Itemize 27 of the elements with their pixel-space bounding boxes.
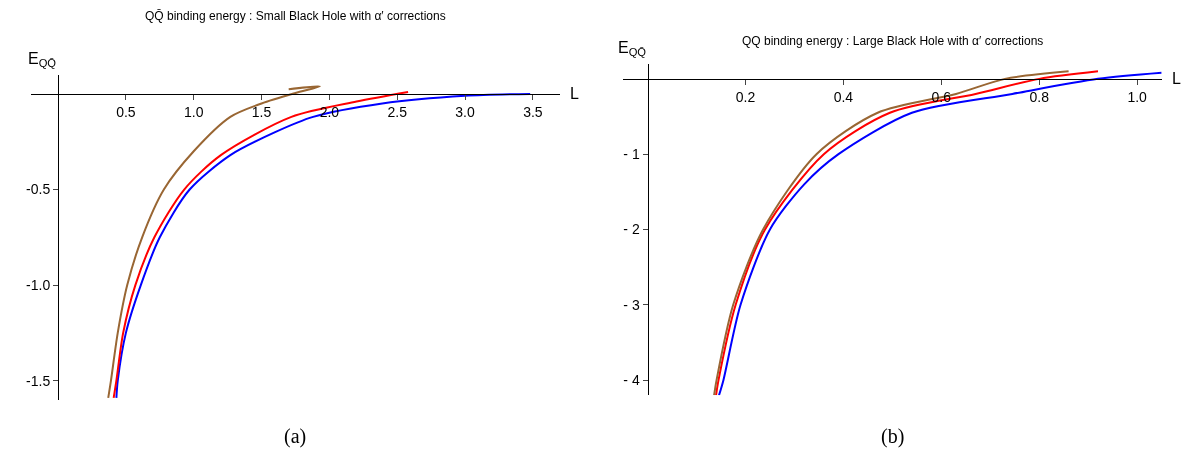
y-axis-title: E$_{QQ̄}$: [28, 50, 57, 70]
x-tick-label: 1.5: [251, 103, 272, 120]
text: (a): [284, 425, 307, 448]
y-axis-title: E$_{QQ̄}$: [618, 39, 647, 59]
x-tick-label: 1.0: [183, 103, 204, 120]
y-tick-label: - 4: [623, 372, 640, 389]
y-tick-label: -1.0: [26, 277, 51, 293]
y-tick-label: -1.5: [26, 372, 51, 389]
y-tick-label: - 2: [623, 221, 640, 238]
x-tick-label: 1.0: [1127, 88, 1148, 105]
chart-title: QQ̄ binding energy : Small Black Hole with α′ corrections: [145, 9, 446, 23]
text: (b): [881, 425, 905, 448]
y-tick-label: -0.5: [26, 181, 51, 198]
line-series: [107, 85, 321, 399]
chart-title: QQ binding energy : Large Black Hole with α′ corrections: [742, 34, 1044, 48]
x-tick-label: 0.5: [116, 103, 136, 120]
x-axis-title: L: [1172, 70, 1181, 87]
y-tick-label: - 1: [623, 146, 640, 163]
x-axis-title: L: [570, 85, 579, 102]
y-tick-label: - 3: [623, 296, 640, 313]
x-tick-label: 3.5: [523, 103, 543, 120]
line-series: [112, 91, 410, 399]
x-tick-label: 0.2: [735, 88, 756, 105]
x-tick-label: 3.0: [455, 103, 475, 120]
x-tick-label: 2.5: [387, 103, 408, 120]
x-tick-label: 0.8: [1029, 88, 1050, 105]
x-tick-label: 0.4: [833, 88, 854, 105]
